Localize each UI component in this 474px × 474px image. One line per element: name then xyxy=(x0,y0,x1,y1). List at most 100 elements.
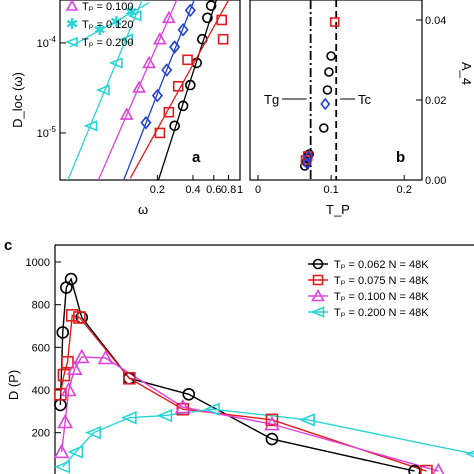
panel-a-letter: a xyxy=(192,149,201,166)
panel-c-point-1-5 xyxy=(123,371,136,385)
panel-c-point-3-4 xyxy=(156,408,173,423)
panel-a-point-0-0 xyxy=(169,120,180,132)
panel-b-xtick-label-1: 0.1 xyxy=(323,184,338,196)
panel-c-point-0-8 xyxy=(408,464,421,474)
panel-a-marks: ✱ ✱✱ xyxy=(67,0,230,180)
panel-c-point-2-7 xyxy=(264,415,280,431)
panel-c-ylabel: D (P) xyxy=(6,370,21,400)
panel-a: ✱ ✱✱ 0.2 0.4 0.6 0.8 1 10-510-4 a ω D_loc (ω)… xyxy=(10,0,243,217)
panel-b-letter: b xyxy=(396,149,405,166)
panel-c-ytick-label-4: 1000 xyxy=(26,257,50,269)
panel-b-xlabel: T_P xyxy=(326,202,350,217)
panel-a-point-0-5 xyxy=(202,12,213,24)
panel-a-point-1-5 xyxy=(217,33,229,45)
panel-a-point-1-1 xyxy=(163,106,175,118)
panel-c-point-3-2 xyxy=(85,425,101,440)
panel-c-legend-label-3: Tₚ = 0.200 N = 48K xyxy=(334,307,429,319)
panel-c-legend-marker-2 xyxy=(311,288,325,302)
panel-a-fit-line-5 xyxy=(67,0,143,180)
panel-a-fit-line-3 xyxy=(97,0,178,180)
panel-c-ytick-label-1: 400 xyxy=(32,385,50,397)
panel-b-xtick-label-2: 0.2 xyxy=(397,184,412,196)
panel-a-point-1-4 xyxy=(216,14,227,26)
panel-c-point-1-0 xyxy=(54,387,67,401)
panel-c-point-2-1 xyxy=(57,413,73,429)
panel-c-point-1-1 xyxy=(57,368,71,382)
panel-a-point-4-0: ✱ xyxy=(93,21,106,39)
panel-c-ytick-label-0: 200 xyxy=(32,428,50,440)
panel-a-fit-line-4 xyxy=(69,2,150,48)
panel-b-ytick-label-1: 0.02 xyxy=(425,95,446,107)
panel-c-legend-marker-0 xyxy=(312,258,324,270)
panel-c-point-0-6 xyxy=(182,387,196,401)
panel-c-point-1-7 xyxy=(265,413,279,427)
panel-c-point-2-2 xyxy=(60,381,77,397)
panel-c-point-3-0 xyxy=(54,460,71,474)
panel-b-point-0-6 xyxy=(324,67,334,77)
panel-b-x-ticks: 0 0.1 0.2 xyxy=(255,175,412,196)
panel-c-ytick-label-2: 600 xyxy=(32,342,50,354)
panel-c: c 200 400 600 800 1000 D (P) Tₚ = 0.062 N = … xyxy=(4,237,474,474)
panel-c-point-1-2 xyxy=(61,355,74,369)
panel-a-point-5-2 xyxy=(108,57,123,69)
panel-c-legend-label-2: Tₚ = 0.100 N = 48K xyxy=(334,291,429,303)
panel-c-point-2-0 xyxy=(53,443,70,459)
panel-a-point-1-2 xyxy=(172,80,184,92)
panel-b-annotation-tc: Tc xyxy=(358,92,372,107)
panel-c-point-2-6 xyxy=(174,398,191,414)
panel-c-line-1 xyxy=(59,314,427,472)
panel-c-line-2 xyxy=(60,356,439,472)
panel-a-point-3-3 xyxy=(153,32,167,45)
panel-c-point-2-5 xyxy=(97,349,114,365)
panel-a-point-2-4 xyxy=(177,23,189,37)
panel-c-point-3-1 xyxy=(67,445,84,459)
panel-a-xtick-label-1: 0.4 xyxy=(185,184,200,196)
panel-b: 0 0.1 0.2 0.00 0.02 0.04 b T_P A_4 Tg Tc xyxy=(249,0,474,217)
panel-a-point-3-0 xyxy=(119,107,134,120)
panel-c-point-3-6 xyxy=(299,413,315,427)
panel-a-point-5-4 xyxy=(127,10,142,22)
panel-c-point-0-3 xyxy=(64,272,78,286)
panel-a-ytick-label-1: 10-4 xyxy=(37,35,57,50)
panel-c-point-3-5 xyxy=(203,402,220,416)
panel-a-point-2-0 xyxy=(140,115,152,130)
panel-c-line-0 xyxy=(59,277,415,472)
panel-c-legend: Tₚ = 0.062 N = 48K Tₚ = 0.075 N = 48K Tₚ =… xyxy=(308,258,429,319)
panel-c-legend-marker-1 xyxy=(312,274,324,286)
panel-b-point-2-2 xyxy=(320,97,331,111)
panel-a-xtick-label-2: 0.6 xyxy=(206,184,221,196)
panel-a-point-5-0 xyxy=(83,120,98,132)
panel-a-ytick-label-0: 10-5 xyxy=(37,125,57,140)
panel-b-marks xyxy=(299,17,340,171)
panel-a-point-3-2 xyxy=(142,55,156,69)
panel-c-point-2-3 xyxy=(66,360,83,375)
panel-b-point-0-5 xyxy=(322,85,333,95)
panel-b-point-1-0 xyxy=(329,17,340,27)
panel-c-point-2-4 xyxy=(73,348,90,364)
panel-a-legend-label-2: Tₚ = 0.200 xyxy=(82,37,134,49)
panel-a-fit-line-1 xyxy=(129,0,230,179)
panel-a-legend-label-1: Tₚ = 0.120 xyxy=(82,19,134,31)
panel-a-xlabel: ω xyxy=(138,202,148,217)
panel-b-annotations: Tg Tc xyxy=(264,92,372,107)
panel-a-point-1-0 xyxy=(154,127,166,139)
panel-a-point-5-3 xyxy=(119,33,133,45)
panel-c-point-3-3 xyxy=(120,411,137,425)
panel-c-point-1-8 xyxy=(420,464,433,474)
panel-a-point-5-1 xyxy=(95,84,110,96)
panel-a-xtick-label-4: 1 xyxy=(237,184,243,196)
panel-a-point-2-2 xyxy=(161,63,173,77)
panel-c-y-ticks: 200 400 600 800 1000 xyxy=(26,257,61,440)
panel-c-point-0-7 xyxy=(265,432,279,446)
panel-a-point-2-1 xyxy=(151,88,163,103)
panel-c-legend-label-1: Tₚ = 0.075 N = 48K xyxy=(334,275,429,287)
panel-a-fit-line-0 xyxy=(157,0,218,180)
panel-b-ylabel: A_4 xyxy=(459,62,474,85)
panel-a-point-2-5 xyxy=(184,3,196,18)
panel-a-y-ticks: 10-5 10-4 xyxy=(37,35,66,140)
panel-c-letter: c xyxy=(4,237,12,254)
panel-b-point-0-7 xyxy=(326,51,336,61)
panel-a-point-2-3 xyxy=(169,40,181,54)
panel-b-point-0-4 xyxy=(318,123,329,133)
